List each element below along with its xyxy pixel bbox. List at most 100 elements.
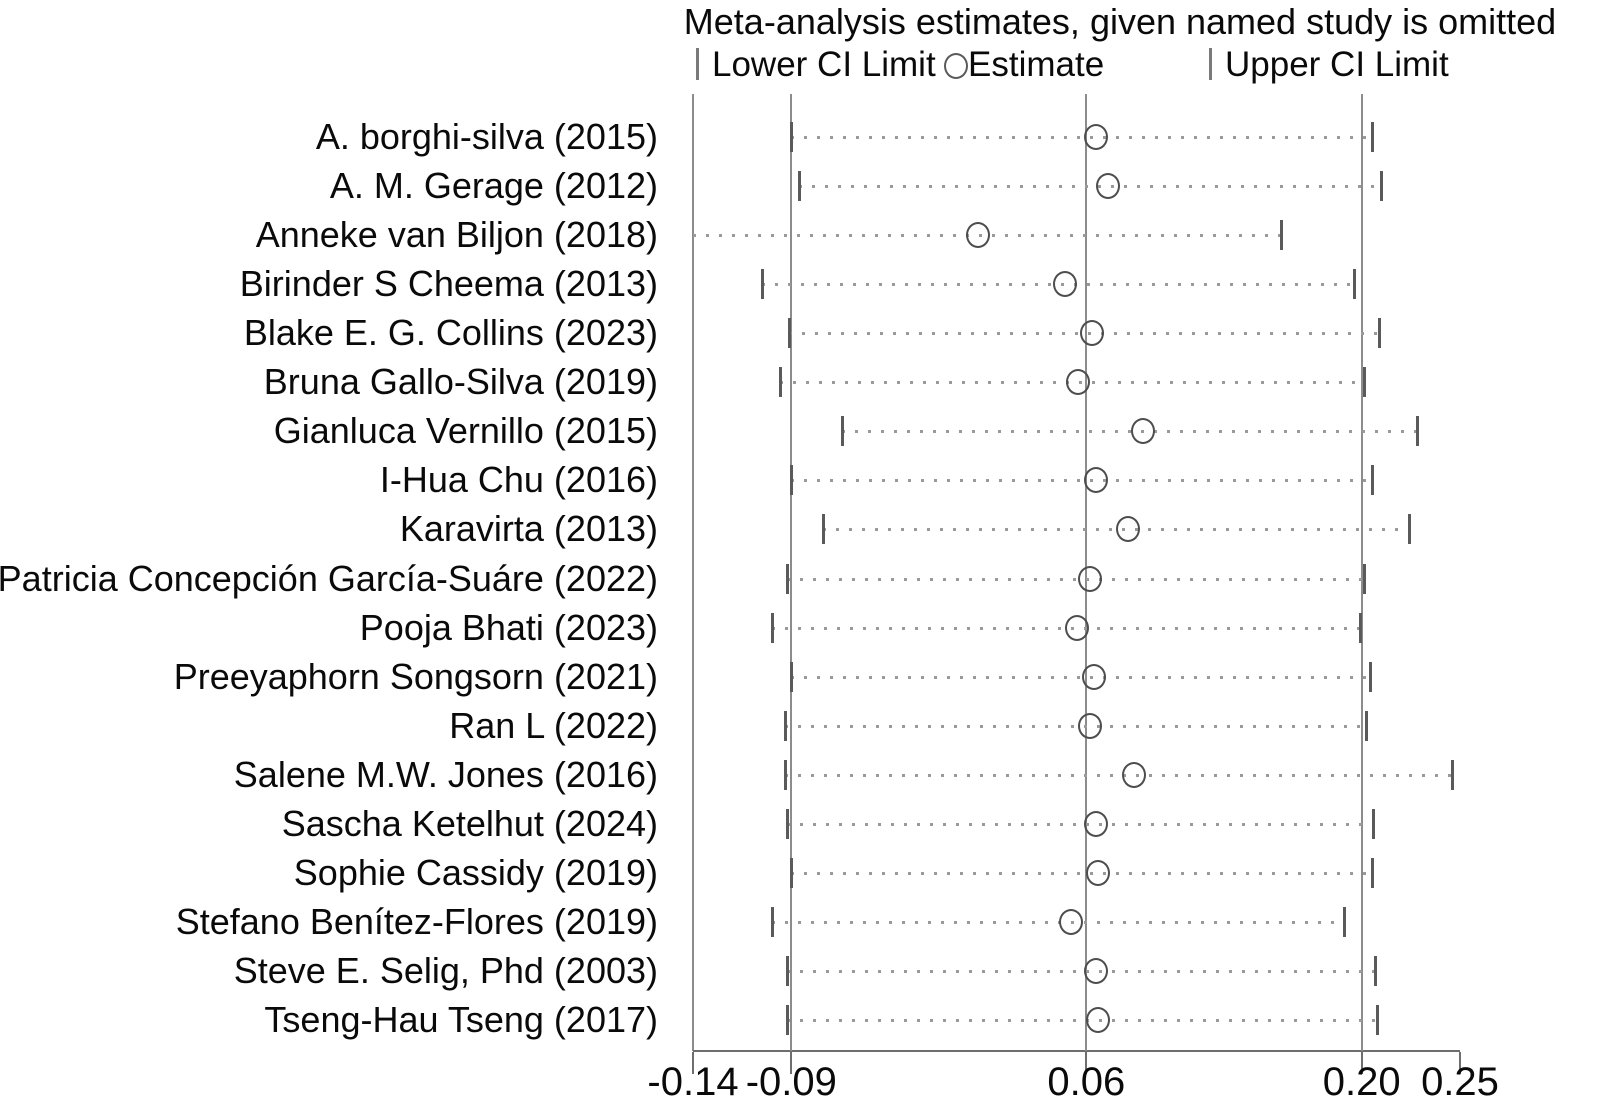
estimate-circle [1084, 958, 1109, 985]
reference-line-0.20 [1360, 94, 1363, 1051]
ci-dotted-line [787, 577, 1364, 581]
x-axis-label-0.20: 0.20 [1322, 1060, 1401, 1104]
x-axis-line [693, 1050, 1460, 1052]
estimate-circle [1115, 516, 1140, 543]
ci-dotted-line [785, 724, 1366, 728]
legend-upper-ci-label: Upper CI Limit [1225, 45, 1449, 84]
estimate-circle [1084, 810, 1109, 837]
estimate-circle [1064, 614, 1089, 641]
lower-ci-tick [786, 956, 790, 987]
estimate-circle [1084, 124, 1109, 150]
x-axis-tick--0.14 [692, 1052, 694, 1074]
study-label: Preeyaphorn Songsorn (2021) [173, 655, 658, 697]
study-label: Blake E. G. Collins (2023) [243, 312, 658, 354]
estimate-circle [1052, 271, 1077, 298]
study-label: Salene M.W. Jones (2016) [233, 753, 658, 795]
study-label: Stefano Benítez-Flores (2019) [175, 900, 658, 942]
estimate-circle [1082, 663, 1107, 690]
chart-title: Meta-analysis estimates, given named stu… [683, 1, 1557, 42]
upper-ci-tick [1362, 367, 1366, 398]
upper-ci-tick [1352, 269, 1356, 300]
ci-dotted-line [791, 675, 1370, 679]
lower-ci-tick [760, 269, 764, 300]
estimate-circle [1078, 565, 1103, 592]
x-axis-label-0.25: 0.25 [1421, 1060, 1499, 1104]
legend-lower-ci-tick-icon [696, 48, 699, 80]
x-axis-label-0.06: 0.06 [1047, 1060, 1126, 1104]
study-label: I-Hua Chu (2016) [379, 459, 658, 501]
x-axis-label--0.09: -0.09 [745, 1060, 837, 1104]
upper-ci-tick [1368, 661, 1372, 692]
legend-upper-ci-tick-icon [1209, 48, 1212, 80]
x-axis-tick--0.09 [790, 1052, 793, 1074]
estimate-circle [1078, 712, 1103, 739]
upper-ci-tick [1364, 710, 1368, 741]
x-axis-tick-0.20 [1360, 1052, 1363, 1074]
lower-ci-tick [790, 122, 794, 152]
ci-dotted-line [799, 185, 1382, 189]
upper-ci-tick [1380, 171, 1384, 202]
estimate-circle [1058, 908, 1083, 935]
estimate-circle [1086, 1007, 1111, 1034]
study-label: Birinder S Cheema (2013) [239, 263, 658, 305]
estimate-circle [1086, 859, 1111, 886]
study-label: Tseng-Hau Tseng (2017) [264, 999, 658, 1041]
lower-ci-tick [784, 710, 788, 741]
lower-ci-tick [786, 1005, 790, 1036]
lower-ci-tick [790, 465, 794, 496]
upper-ci-tick [1407, 514, 1411, 545]
upper-ci-tick [1376, 1005, 1380, 1036]
ci-dotted-line [791, 479, 1372, 483]
upper-ci-tick [1280, 220, 1284, 251]
upper-ci-tick [1451, 759, 1455, 790]
x-axis-tick-0.25 [1459, 1052, 1461, 1074]
lower-ci-tick [770, 612, 774, 643]
upper-ci-tick [1378, 318, 1382, 349]
study-label: Karavirta (2013) [399, 508, 658, 550]
ci-dotted-line [787, 970, 1376, 974]
upper-ci-tick [1370, 857, 1374, 888]
study-label: A. M. Gerage (2012) [329, 165, 658, 207]
estimate-circle [966, 222, 991, 249]
x-axis-tick-0.06 [1085, 1052, 1088, 1074]
x-axis-label--0.14: -0.14 [647, 1060, 739, 1104]
study-label: Bruna Gallo-Silva (2019) [263, 361, 658, 403]
upper-ci-tick [1372, 808, 1376, 839]
lower-ci-tick [778, 367, 782, 398]
estimate-circle [1131, 418, 1156, 445]
ci-dotted-line [791, 136, 1372, 139]
lower-ci-tick [790, 661, 794, 692]
upper-ci-tick [1342, 906, 1346, 937]
lower-ci-tick [821, 514, 825, 545]
estimate-circle [1095, 173, 1120, 200]
study-label: Sascha Ketelhut (2024) [281, 802, 658, 844]
study-label: Ran L (2022) [449, 704, 658, 746]
upper-ci-tick [1415, 416, 1419, 447]
legend-lower-ci-label: Lower CI Limit [712, 45, 936, 84]
ci-dotted-line [771, 920, 1344, 924]
lower-ci-tick [770, 906, 774, 937]
lower-ci-tick [841, 416, 845, 447]
estimate-circle [1080, 320, 1105, 347]
upper-ci-tick [1374, 956, 1378, 987]
study-label: Gianluca Vernillo (2015) [273, 410, 658, 452]
plot-left-frame-line [692, 94, 694, 1051]
upper-ci-tick [1370, 122, 1374, 152]
estimate-circle [1121, 761, 1146, 788]
lower-ci-tick [788, 318, 792, 349]
ci-dotted-line [787, 1019, 1378, 1023]
upper-ci-tick [1358, 612, 1362, 643]
study-label: Steve E. Selig, Phd (2003) [233, 950, 658, 992]
lower-ci-tick [798, 171, 802, 202]
lower-ci-tick [786, 563, 790, 594]
ci-dotted-line [785, 773, 1453, 777]
legend-estimate-circle-icon [944, 53, 968, 79]
lower-ci-tick [784, 759, 788, 790]
estimate-circle [1084, 467, 1109, 494]
ci-dotted-line [787, 822, 1374, 826]
upper-ci-tick [1370, 465, 1374, 496]
upper-ci-tick [1362, 563, 1366, 594]
lower-ci-tick [790, 857, 794, 888]
ci-dotted-line [842, 430, 1417, 434]
